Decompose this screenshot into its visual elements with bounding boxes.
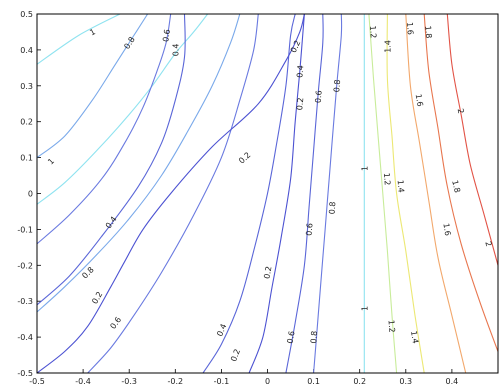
contour-line bbox=[368, 13, 398, 374]
x-tick-label: -0.1 bbox=[214, 377, 230, 386]
contour-label: 1 bbox=[46, 157, 56, 167]
contour-label: 1.6 bbox=[405, 22, 415, 35]
contour-line bbox=[202, 13, 296, 374]
contour-labels: 110.80.80.60.60.40.40.40.40.20.20.20.20.… bbox=[46, 22, 493, 363]
x-tick-label: -0.2 bbox=[167, 377, 183, 386]
contour-line bbox=[386, 13, 425, 374]
y-tick-label: 0.1 bbox=[20, 154, 33, 163]
contour-label: 0.6 bbox=[108, 315, 123, 331]
contour-line bbox=[285, 13, 324, 374]
y-tick-label: -0.1 bbox=[17, 225, 33, 234]
contour-label: 0.8 bbox=[122, 35, 136, 51]
contour-label: 1.2 bbox=[382, 172, 392, 185]
y-tick-label: 0.2 bbox=[20, 118, 33, 127]
contour-label: 2 bbox=[456, 108, 466, 115]
contour-label: 0.2 bbox=[295, 97, 305, 110]
y-tick-label: 0.3 bbox=[20, 82, 33, 91]
y-tick-label: 0.5 bbox=[20, 10, 33, 19]
contour-line bbox=[36, 13, 172, 245]
contour-label: 0.6 bbox=[314, 90, 324, 103]
contour-label: 1.8 bbox=[423, 25, 433, 38]
contour-label: 0.2 bbox=[237, 150, 252, 165]
y-tick-label: 0.4 bbox=[20, 46, 33, 55]
contour-line bbox=[423, 13, 499, 352]
y-tick-label: -0.3 bbox=[17, 297, 33, 306]
x-axis-ticks: -0.5 -0.4 -0.3 -0.2 -0.1 0 0.1 0.2 0.3 0.4 bbox=[29, 369, 458, 386]
contour-line bbox=[36, 13, 241, 313]
y-tick-label: -0.2 bbox=[17, 261, 33, 270]
contour-label: 0.2 bbox=[262, 266, 273, 280]
contour-label: 1 bbox=[88, 27, 97, 37]
contour-label: 1.8 bbox=[450, 179, 462, 193]
contour-line bbox=[405, 13, 467, 374]
contour-label: 0.6 bbox=[161, 29, 172, 43]
contour-label: 0.2 bbox=[90, 290, 104, 306]
contour-label: 1.4 bbox=[396, 180, 406, 193]
contour-line bbox=[446, 13, 499, 266]
plot-frame bbox=[36, 13, 499, 374]
contour-label: 1.6 bbox=[441, 222, 452, 236]
contour-line bbox=[248, 13, 305, 374]
contour-label: 0.6 bbox=[305, 223, 315, 236]
y-axis-ticks: 0.5 0.4 0.3 0.2 0.1 0 -0.1 -0.2 -0.3 -0.4 -0.5 bbox=[17, 10, 41, 378]
contour-line bbox=[36, 13, 149, 159]
x-tick-label: -0.4 bbox=[75, 377, 91, 386]
y-tick-label: 0 bbox=[28, 190, 33, 199]
contour-label: 1.2 bbox=[386, 320, 396, 333]
x-tick-label: 0.2 bbox=[353, 377, 366, 386]
x-tick-label: -0.3 bbox=[121, 377, 137, 386]
contour-label: 1.4 bbox=[409, 330, 420, 344]
contour-label: 0.8 bbox=[327, 201, 337, 214]
contour-label: 1.2 bbox=[368, 25, 378, 38]
contour-label: 0.8 bbox=[332, 79, 342, 92]
contour-line bbox=[36, 13, 121, 65]
contour-label: 0.6 bbox=[286, 330, 297, 344]
contour-label: 0.4 bbox=[215, 322, 228, 337]
x-tick-label: 0.4 bbox=[446, 377, 459, 386]
contour-label: 0.2 bbox=[289, 39, 303, 54]
x-tick-label: 0.1 bbox=[307, 377, 320, 386]
contour-label: 1 bbox=[360, 306, 369, 311]
y-tick-label: -0.4 bbox=[17, 333, 33, 342]
contour-label: 0.4 bbox=[295, 65, 305, 78]
contour-line bbox=[313, 13, 343, 374]
contour-label: 1.6 bbox=[414, 93, 425, 107]
y-tick-label: -0.5 bbox=[17, 369, 33, 378]
contour-label: 0.4 bbox=[171, 44, 180, 57]
contour-label: 1.4 bbox=[383, 40, 392, 53]
contour-line bbox=[36, 13, 186, 306]
contour-label: 2 bbox=[483, 240, 493, 247]
x-tick-label: 0.3 bbox=[399, 377, 412, 386]
contour-line bbox=[87, 13, 259, 374]
x-tick-label: 0 bbox=[265, 377, 270, 386]
contour-label: 0.8 bbox=[80, 265, 95, 280]
contour-line bbox=[36, 13, 209, 205]
contour-line bbox=[36, 13, 305, 374]
contour-lines bbox=[36, 13, 499, 374]
contour-label: 0.2 bbox=[229, 348, 242, 363]
x-tick-label: -0.5 bbox=[29, 377, 45, 386]
contour-label: 1 bbox=[360, 166, 369, 171]
contour-label: 0.8 bbox=[309, 330, 319, 343]
